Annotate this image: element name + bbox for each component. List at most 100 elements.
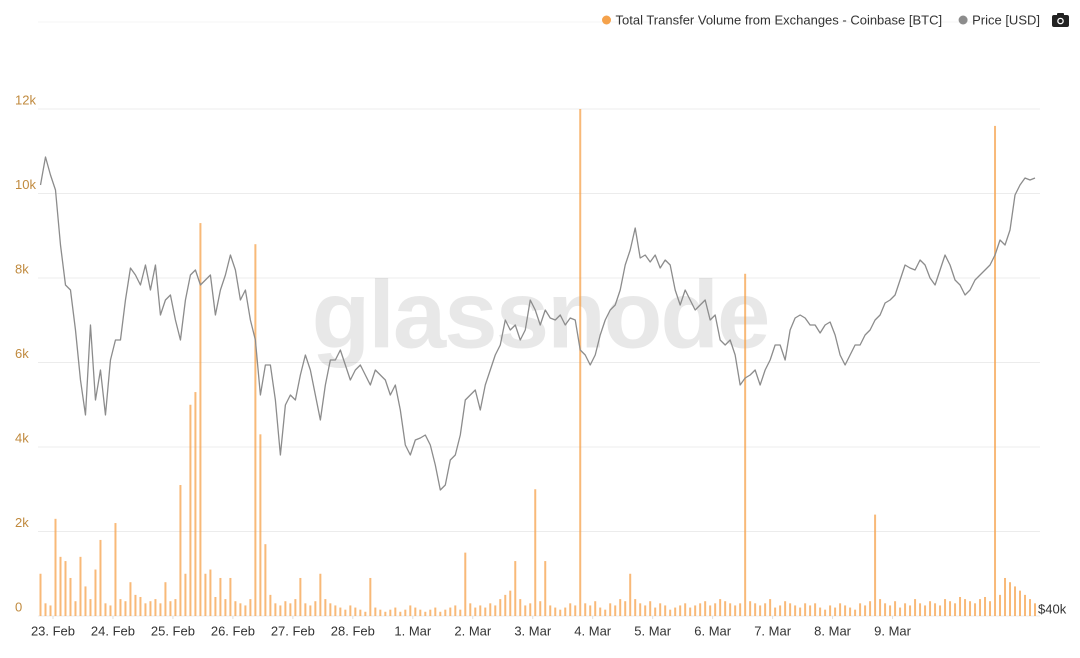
bar [354, 607, 357, 616]
bar [929, 601, 932, 616]
bar [749, 601, 752, 616]
bar [694, 605, 697, 616]
bar [239, 603, 242, 616]
bar [199, 223, 202, 616]
bar [259, 434, 262, 616]
bar [844, 605, 847, 616]
bar [274, 603, 277, 616]
y-tick-label: 8k [15, 261, 29, 276]
bar [89, 599, 92, 616]
bar [434, 607, 437, 616]
price-line [39, 156, 1036, 491]
bar [629, 573, 632, 616]
bar [544, 561, 547, 616]
bar [454, 605, 457, 616]
bar [609, 603, 612, 616]
bar [989, 601, 992, 616]
bar [809, 605, 812, 616]
bar [74, 601, 77, 616]
bar [994, 125, 997, 617]
bar [319, 573, 322, 616]
x-tick-label: 4. Mar [574, 623, 612, 638]
bar [829, 605, 832, 616]
bar [914, 599, 917, 616]
watermark: glassnode [312, 261, 769, 368]
x-tick-label: 7. Mar [754, 623, 792, 638]
bar [554, 607, 557, 616]
bar [654, 607, 657, 616]
bar [534, 489, 537, 616]
bar [704, 601, 707, 616]
camera-icon[interactable] [1052, 13, 1069, 27]
bar [924, 605, 927, 616]
legend-label: Total Transfer Volume from Exchanges - C… [616, 12, 943, 27]
x-tick-label: 25. Feb [151, 623, 195, 638]
bar [889, 605, 892, 616]
bar [539, 601, 542, 616]
bar [559, 609, 562, 616]
x-tick-label: 28. Feb [331, 623, 375, 638]
bar [719, 599, 722, 616]
bar [389, 609, 392, 616]
bar [164, 582, 167, 616]
bar [794, 605, 797, 616]
bar [139, 596, 142, 616]
bar [314, 601, 317, 616]
y2-tick-label: $40k [1038, 601, 1067, 616]
bar [589, 605, 592, 616]
bar [369, 577, 372, 616]
bar [254, 244, 257, 616]
bar [949, 601, 952, 616]
legend-label: Price [USD] [972, 12, 1040, 27]
x-tick-label: 9. Mar [874, 623, 912, 638]
bar [214, 596, 217, 616]
bar [309, 605, 312, 616]
bar [349, 605, 352, 616]
bar [894, 601, 897, 616]
bar [204, 573, 207, 616]
bar [979, 599, 982, 616]
bar [294, 599, 297, 616]
bar [59, 556, 62, 616]
bar [1024, 594, 1027, 616]
bar [49, 605, 52, 616]
bar [769, 599, 772, 616]
camera-top [1057, 13, 1064, 17]
bar [804, 603, 807, 616]
bar [904, 603, 907, 616]
bar [149, 601, 152, 616]
bar [64, 561, 67, 616]
bar [364, 611, 367, 616]
bar [114, 523, 117, 616]
bar [464, 552, 467, 616]
bar [614, 605, 617, 616]
bar [109, 605, 112, 616]
bar [999, 594, 1002, 616]
bar [619, 599, 622, 616]
x-tick-label: 5. Mar [634, 623, 672, 638]
bar [439, 611, 442, 616]
bar [764, 603, 767, 616]
x-tick-label: 23. Feb [31, 623, 75, 638]
bar [339, 607, 342, 616]
bar [754, 603, 757, 616]
bar [384, 611, 387, 616]
bar [394, 607, 397, 616]
bar [959, 596, 962, 616]
bar [124, 601, 127, 616]
bar [129, 582, 132, 616]
bar [1034, 603, 1037, 616]
bar [1014, 586, 1017, 616]
bar [519, 599, 522, 616]
bar [734, 605, 737, 616]
x-tick-label: 1. Mar [394, 623, 432, 638]
bar [709, 605, 712, 616]
bar [649, 601, 652, 616]
bar [864, 605, 867, 616]
bar [574, 605, 577, 616]
x-tick-label: 3. Mar [514, 623, 552, 638]
bar [399, 611, 402, 616]
bar [759, 605, 762, 616]
x-tick-label: 8. Mar [814, 623, 852, 638]
